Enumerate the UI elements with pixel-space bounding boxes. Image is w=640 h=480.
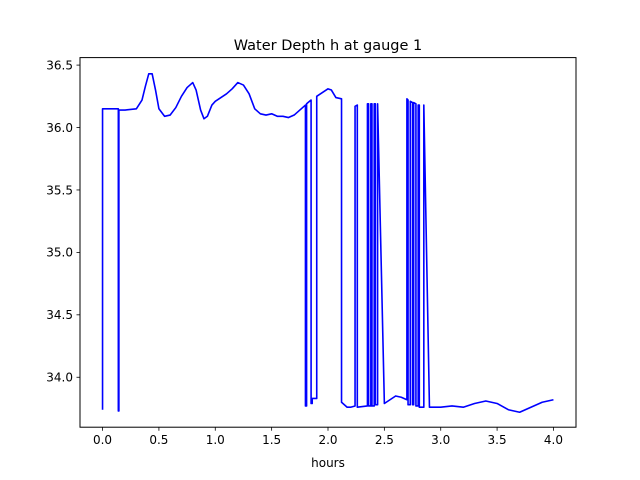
x-axis-ticks: 0.0 0.5 1.0 1.5 2.0 2.5 3.0 3.5 4.0 <box>93 427 563 447</box>
x-tick-label: 1.5 <box>262 433 281 447</box>
x-tick-label: 3.0 <box>431 433 450 447</box>
x-axis-label: hours <box>311 456 345 470</box>
x-tick-label: 0.5 <box>149 433 168 447</box>
x-tick-label: 0.0 <box>93 433 112 447</box>
y-tick-label: 35.5 <box>46 183 73 197</box>
series-line-1 <box>101 73 554 414</box>
chart-title: Water Depth h at gauge 1 <box>234 38 422 54</box>
x-tick-label: 4.0 <box>544 433 563 447</box>
x-tick-label: 1.0 <box>206 433 225 447</box>
series-layer <box>101 73 554 414</box>
x-tick-label: 2.5 <box>375 433 394 447</box>
y-tick-label: 34.0 <box>46 371 73 385</box>
x-tick-label: 3.5 <box>488 433 507 447</box>
y-tick-label: 34.5 <box>46 308 73 322</box>
y-tick-label: 35.0 <box>46 246 73 260</box>
y-tick-label: 36.5 <box>46 58 73 72</box>
y-axis-ticks: 34.0 34.5 35.0 35.5 36.0 36.5 <box>46 58 80 385</box>
y-tick-label: 36.0 <box>46 121 73 135</box>
plot-frame <box>79 57 577 428</box>
x-tick-label: 2.0 <box>318 433 337 447</box>
